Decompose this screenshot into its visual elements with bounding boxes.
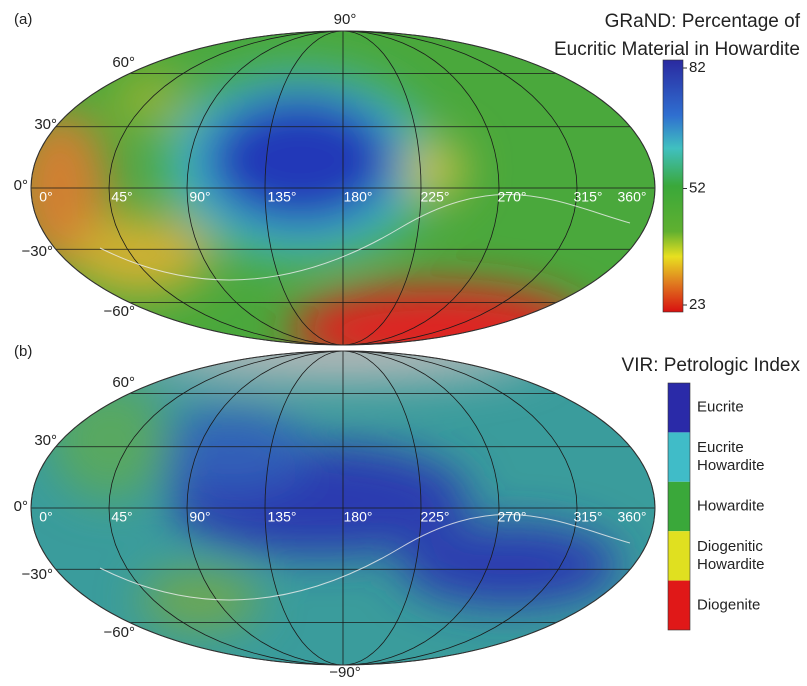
legend-swatch — [668, 581, 690, 630]
legend-label: Eucrite — [697, 439, 744, 456]
colorbar-tick-label: 82 — [689, 59, 706, 76]
longitude-label: 225° — [421, 189, 450, 205]
legend-swatch — [668, 482, 690, 531]
legend-label: Howardite — [697, 556, 765, 573]
longitude-label: 0° — [39, 509, 52, 525]
longitude-label: 90° — [189, 189, 210, 205]
longitude-label: 360° — [618, 189, 647, 205]
latitude-label: 30° — [34, 432, 57, 449]
latitude-label: 60° — [112, 54, 135, 71]
colorbar-tick-label: 23 — [689, 296, 706, 313]
longitude-label: 90° — [189, 509, 210, 525]
legend-label: Diogenite — [697, 596, 760, 613]
longitude-label: 315° — [574, 189, 603, 205]
longitude-label: 360° — [618, 509, 647, 525]
latitude-label: 90° — [334, 11, 357, 28]
legend-label: Eucrite — [697, 399, 744, 416]
longitude-label: 180° — [344, 189, 373, 205]
longitude-label: 0° — [39, 189, 52, 205]
latitude-label: −30° — [22, 566, 53, 583]
panel-label: (a) — [14, 11, 32, 28]
latitude-label: −30° — [22, 243, 53, 260]
latitude-label: −60° — [104, 624, 135, 641]
latitude-label: 0° — [14, 177, 28, 194]
longitude-label: 270° — [498, 189, 527, 205]
latitude-label: 0° — [14, 498, 28, 515]
latitude-label: −60° — [104, 303, 135, 320]
longitude-label: 45° — [111, 509, 132, 525]
legend-label: Diogenitic — [697, 538, 763, 555]
panel-title: GRaND: Percentage of — [605, 11, 801, 32]
latitude-label: −90° — [329, 664, 360, 681]
longitude-label: 135° — [268, 509, 297, 525]
legend-swatch — [668, 383, 690, 432]
longitude-label: 225° — [421, 509, 450, 525]
latitude-label: 30° — [34, 116, 57, 133]
legend-label: Howardite — [697, 497, 765, 514]
longitude-label: 270° — [498, 509, 527, 525]
longitude-label: 315° — [574, 509, 603, 525]
figure: (a) GRaND: Percentage of Eucritic Material… — [0, 0, 807, 686]
legend-label: Howardite — [697, 457, 765, 474]
latitude-label: 60° — [112, 374, 135, 391]
longitude-label: 180° — [344, 509, 373, 525]
panel-title: VIR: Petrologic Index — [622, 355, 801, 376]
panel-label: (b) — [14, 343, 32, 360]
legend-swatch — [668, 432, 690, 481]
legend-swatch — [668, 531, 690, 580]
colorbar — [663, 60, 683, 312]
longitude-label: 135° — [268, 189, 297, 205]
panel-title: Eucritic Material in Howardite — [554, 39, 800, 60]
longitude-label: 45° — [111, 189, 132, 205]
colorbar-tick-label: 52 — [689, 179, 706, 196]
